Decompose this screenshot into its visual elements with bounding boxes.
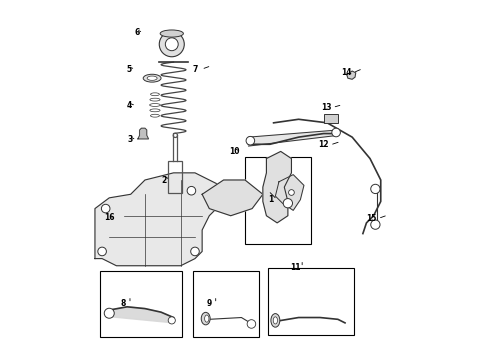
Polygon shape <box>248 130 338 146</box>
Circle shape <box>168 317 175 324</box>
Text: 7: 7 <box>192 65 197 74</box>
Ellipse shape <box>271 314 280 327</box>
Circle shape <box>246 136 255 145</box>
Ellipse shape <box>205 315 209 322</box>
Circle shape <box>98 247 106 256</box>
Bar <box>245 157 311 244</box>
Circle shape <box>289 190 294 195</box>
Text: 9: 9 <box>207 299 212 308</box>
Text: 10: 10 <box>229 147 240 156</box>
Text: 13: 13 <box>321 103 331 112</box>
Ellipse shape <box>160 30 183 37</box>
Ellipse shape <box>143 74 161 82</box>
Polygon shape <box>202 180 263 216</box>
Polygon shape <box>275 175 304 210</box>
Polygon shape <box>95 173 223 266</box>
Circle shape <box>371 220 380 229</box>
Circle shape <box>187 186 196 195</box>
Ellipse shape <box>273 317 277 324</box>
Circle shape <box>332 128 341 137</box>
Polygon shape <box>263 152 292 223</box>
Text: 8: 8 <box>121 299 126 308</box>
Circle shape <box>101 204 110 213</box>
Circle shape <box>191 247 199 256</box>
Circle shape <box>104 308 114 318</box>
Text: 3: 3 <box>127 135 133 144</box>
Ellipse shape <box>201 312 210 325</box>
Text: 5: 5 <box>126 65 131 74</box>
Text: 4: 4 <box>127 101 132 110</box>
Circle shape <box>283 199 293 208</box>
Polygon shape <box>347 71 356 79</box>
Text: 14: 14 <box>341 68 352 77</box>
Text: 12: 12 <box>318 140 329 149</box>
Text: 15: 15 <box>366 214 377 223</box>
Polygon shape <box>107 307 173 323</box>
Bar <box>100 271 182 337</box>
Bar <box>268 267 354 336</box>
Text: 1: 1 <box>268 195 273 204</box>
Bar <box>193 271 259 337</box>
Circle shape <box>247 320 256 328</box>
Bar <box>323 114 338 123</box>
Text: 11: 11 <box>291 263 301 272</box>
Text: 6: 6 <box>134 28 139 37</box>
Bar <box>168 161 182 193</box>
Circle shape <box>165 38 178 51</box>
Text: 2: 2 <box>161 176 166 185</box>
Circle shape <box>371 184 380 194</box>
Ellipse shape <box>147 76 157 80</box>
Polygon shape <box>138 128 148 139</box>
Text: 16: 16 <box>104 213 115 222</box>
Circle shape <box>159 32 184 57</box>
